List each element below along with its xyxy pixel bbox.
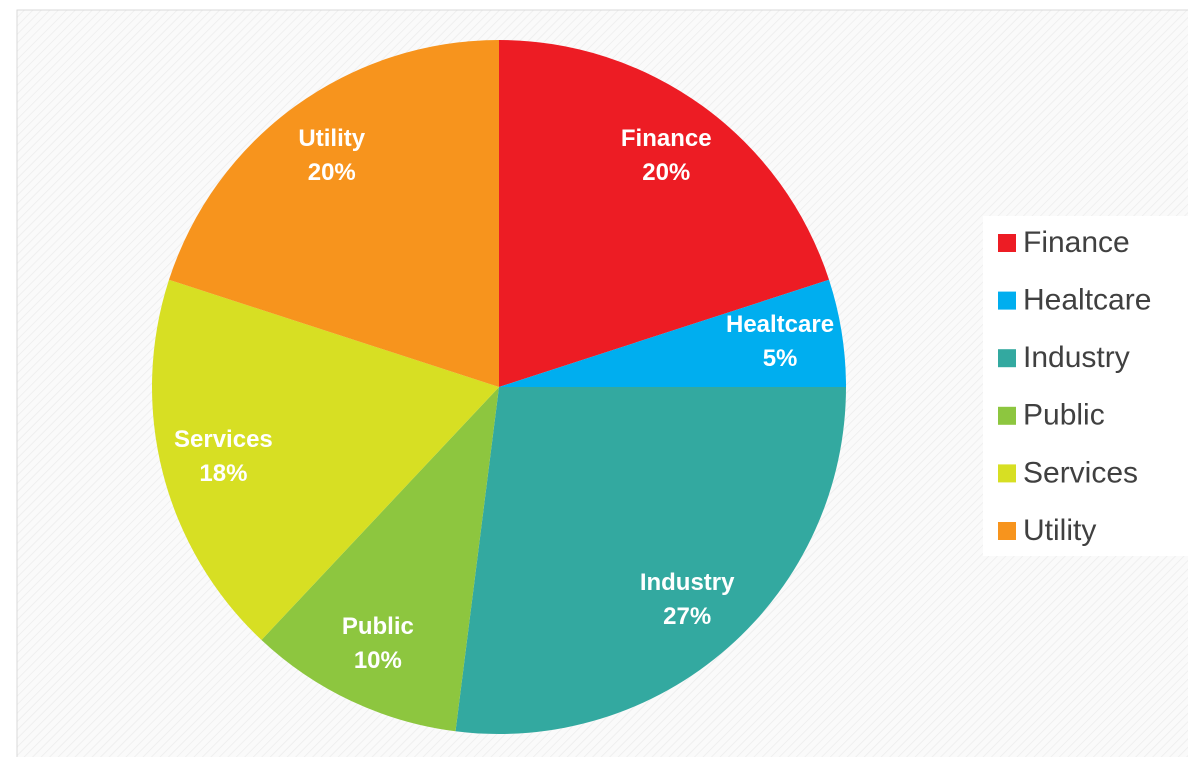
data-label-value: 27% [663,603,711,630]
legend-swatch [998,522,1016,540]
legend-label: Public [1023,399,1105,432]
pie-slice [499,40,830,387]
legend-swatch [998,464,1016,483]
data-label-name: Services [174,426,273,453]
legend-label: Healtcare [1023,284,1151,317]
pie-slice [152,279,499,640]
legend-label: Finance [1023,226,1130,259]
legend-box [983,216,1188,556]
data-label-name: Public [342,613,414,640]
legend-swatch [998,349,1016,368]
pie-slice [499,279,846,387]
data-label-name: Industry [640,569,735,596]
data-label-value: 10% [354,647,402,674]
legend-label: Services [1023,456,1138,489]
data-label-value: 5% [763,345,798,372]
pie-slice [261,387,499,732]
data-label-name: Healtcare [726,311,834,338]
pie-slice [455,387,846,734]
data-label-value: 20% [642,159,690,186]
data-label-name: Finance [621,125,712,152]
legend-label: Industry [1023,341,1130,374]
pie-slice [168,40,499,387]
legend-swatch [998,406,1016,425]
data-label-value: 20% [308,159,356,186]
legend-swatch [998,234,1016,252]
legend-swatch [998,291,1016,310]
data-label-name: Utility [298,125,365,152]
legend-label: Utility [1023,514,1096,547]
data-label-value: 18% [199,460,247,487]
